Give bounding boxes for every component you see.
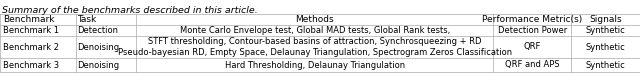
Text: QRF: QRF (524, 42, 541, 51)
Text: Synthetic: Synthetic (586, 42, 625, 51)
Text: Synthetic: Synthetic (586, 26, 625, 35)
Text: Denoising: Denoising (77, 42, 120, 51)
Text: Summary of the benchmarks described in this article.: Summary of the benchmarks described in t… (2, 6, 258, 15)
Text: Pseudo-bayesian RD, Empty Space, Delaunay Triangulation, Spectrogram Zeros Class: Pseudo-bayesian RD, Empty Space, Delauna… (118, 48, 512, 57)
Text: Denoising: Denoising (77, 61, 120, 69)
Text: Signals: Signals (589, 15, 621, 24)
Text: Detection Power: Detection Power (497, 26, 567, 35)
Text: Benchmark 2: Benchmark 2 (3, 42, 60, 51)
Text: Monte Carlo Envelope test, Global MAD tests, Global Rank tests,: Monte Carlo Envelope test, Global MAD te… (180, 26, 450, 35)
Text: Methods: Methods (296, 15, 334, 24)
Text: Performance Metric(s): Performance Metric(s) (482, 15, 582, 24)
Text: Synthetic: Synthetic (586, 61, 625, 69)
Text: Benchmark 1: Benchmark 1 (3, 26, 60, 35)
Text: Benchmark: Benchmark (3, 15, 55, 24)
Text: Task: Task (77, 15, 97, 24)
Text: Detection: Detection (77, 26, 118, 35)
Text: QRF and APS: QRF and APS (505, 61, 559, 69)
Text: Benchmark 3: Benchmark 3 (3, 61, 60, 69)
Text: STFT thresholding, Contour-based basins of attraction, Synchrosqueezing + RD: STFT thresholding, Contour-based basins … (148, 37, 482, 46)
Text: Hard Thresholding, Delaunay Triangulation: Hard Thresholding, Delaunay Triangulatio… (225, 61, 405, 69)
